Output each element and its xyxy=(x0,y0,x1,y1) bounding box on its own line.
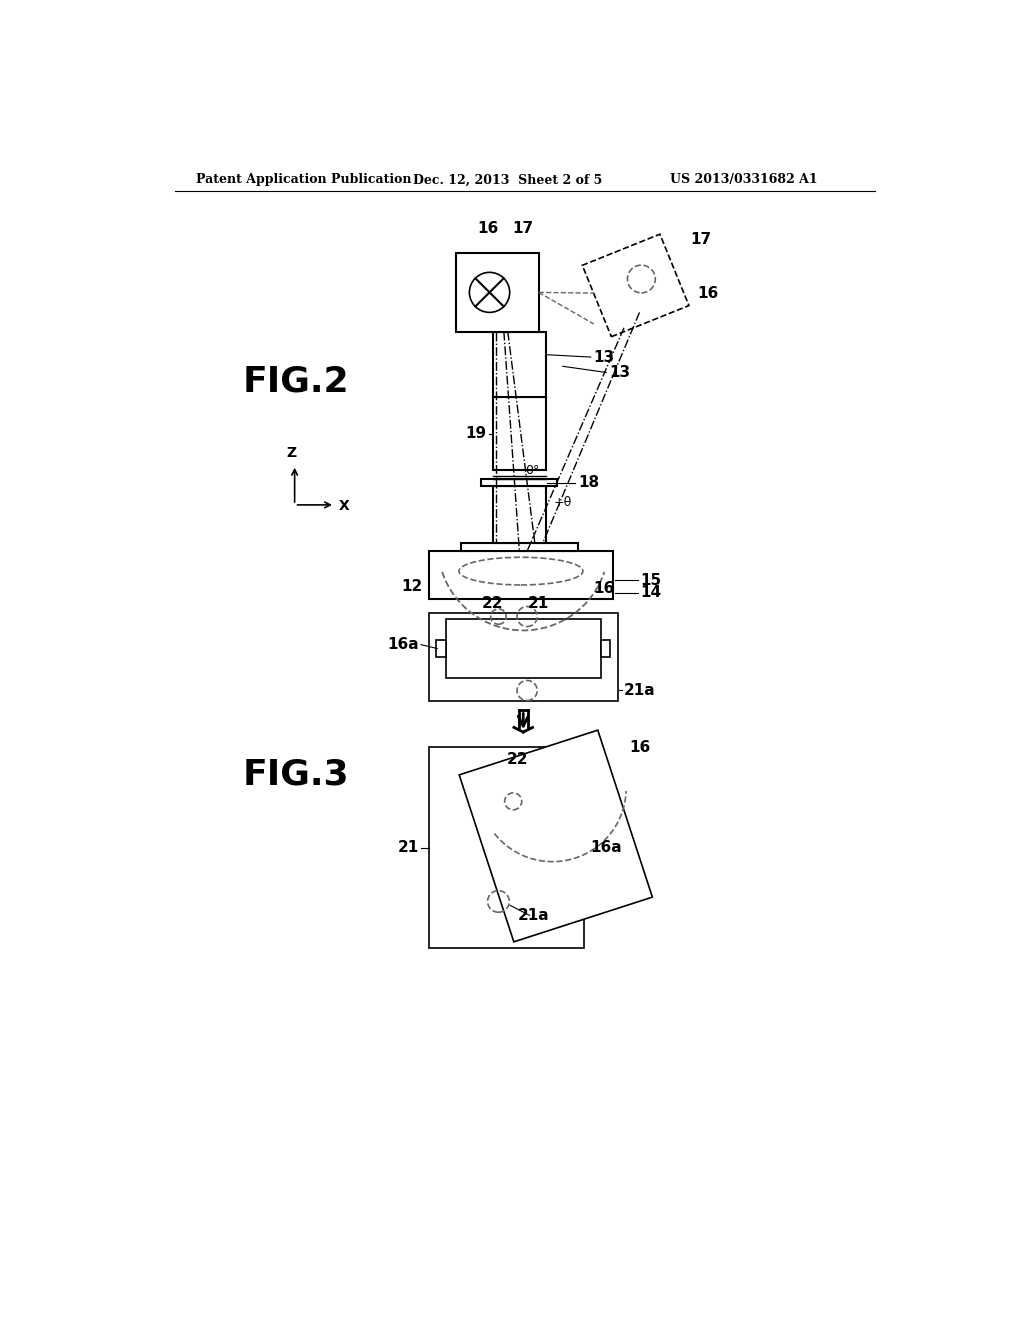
Polygon shape xyxy=(429,747,584,948)
Text: US 2013/0331682 A1: US 2013/0331682 A1 xyxy=(671,173,818,186)
Polygon shape xyxy=(456,253,539,331)
Text: +θ: +θ xyxy=(554,496,571,510)
Text: 17: 17 xyxy=(513,222,534,236)
Text: 22: 22 xyxy=(481,597,503,611)
Text: 14: 14 xyxy=(640,585,662,601)
Text: 16: 16 xyxy=(593,581,614,595)
Polygon shape xyxy=(493,486,546,544)
Polygon shape xyxy=(461,544,578,552)
Text: Patent Application Publication: Patent Application Publication xyxy=(197,173,412,186)
Text: 18: 18 xyxy=(579,475,599,490)
Text: 16a: 16a xyxy=(591,840,623,855)
Polygon shape xyxy=(429,552,613,599)
Text: Dec. 12, 2013  Sheet 2 of 5: Dec. 12, 2013 Sheet 2 of 5 xyxy=(414,173,602,186)
Text: X: X xyxy=(339,499,349,513)
Text: 17: 17 xyxy=(690,232,711,247)
Text: 16a: 16a xyxy=(388,638,420,652)
Text: 19: 19 xyxy=(466,426,486,441)
Text: 21: 21 xyxy=(398,840,420,855)
Text: FIG.3: FIG.3 xyxy=(243,758,349,792)
Text: 16: 16 xyxy=(630,741,650,755)
Text: FIG.2: FIG.2 xyxy=(243,364,349,399)
Polygon shape xyxy=(481,479,557,486)
Polygon shape xyxy=(436,640,445,657)
Text: 13: 13 xyxy=(594,350,614,364)
Polygon shape xyxy=(493,331,546,397)
Text: 16: 16 xyxy=(478,222,499,236)
Polygon shape xyxy=(493,397,546,470)
Polygon shape xyxy=(445,619,601,678)
Text: 15: 15 xyxy=(640,573,662,587)
Text: 16: 16 xyxy=(697,285,719,301)
Text: 21a: 21a xyxy=(624,682,655,698)
Text: 13: 13 xyxy=(609,364,631,380)
Text: 12: 12 xyxy=(401,579,423,594)
Polygon shape xyxy=(601,640,610,657)
Polygon shape xyxy=(429,612,617,701)
Text: 21: 21 xyxy=(528,597,549,611)
Text: 22: 22 xyxy=(506,751,527,767)
Polygon shape xyxy=(459,730,652,942)
Text: 21a: 21a xyxy=(518,908,550,923)
Text: 0°: 0° xyxy=(525,463,540,477)
Polygon shape xyxy=(583,234,689,337)
Text: Z: Z xyxy=(287,446,297,461)
